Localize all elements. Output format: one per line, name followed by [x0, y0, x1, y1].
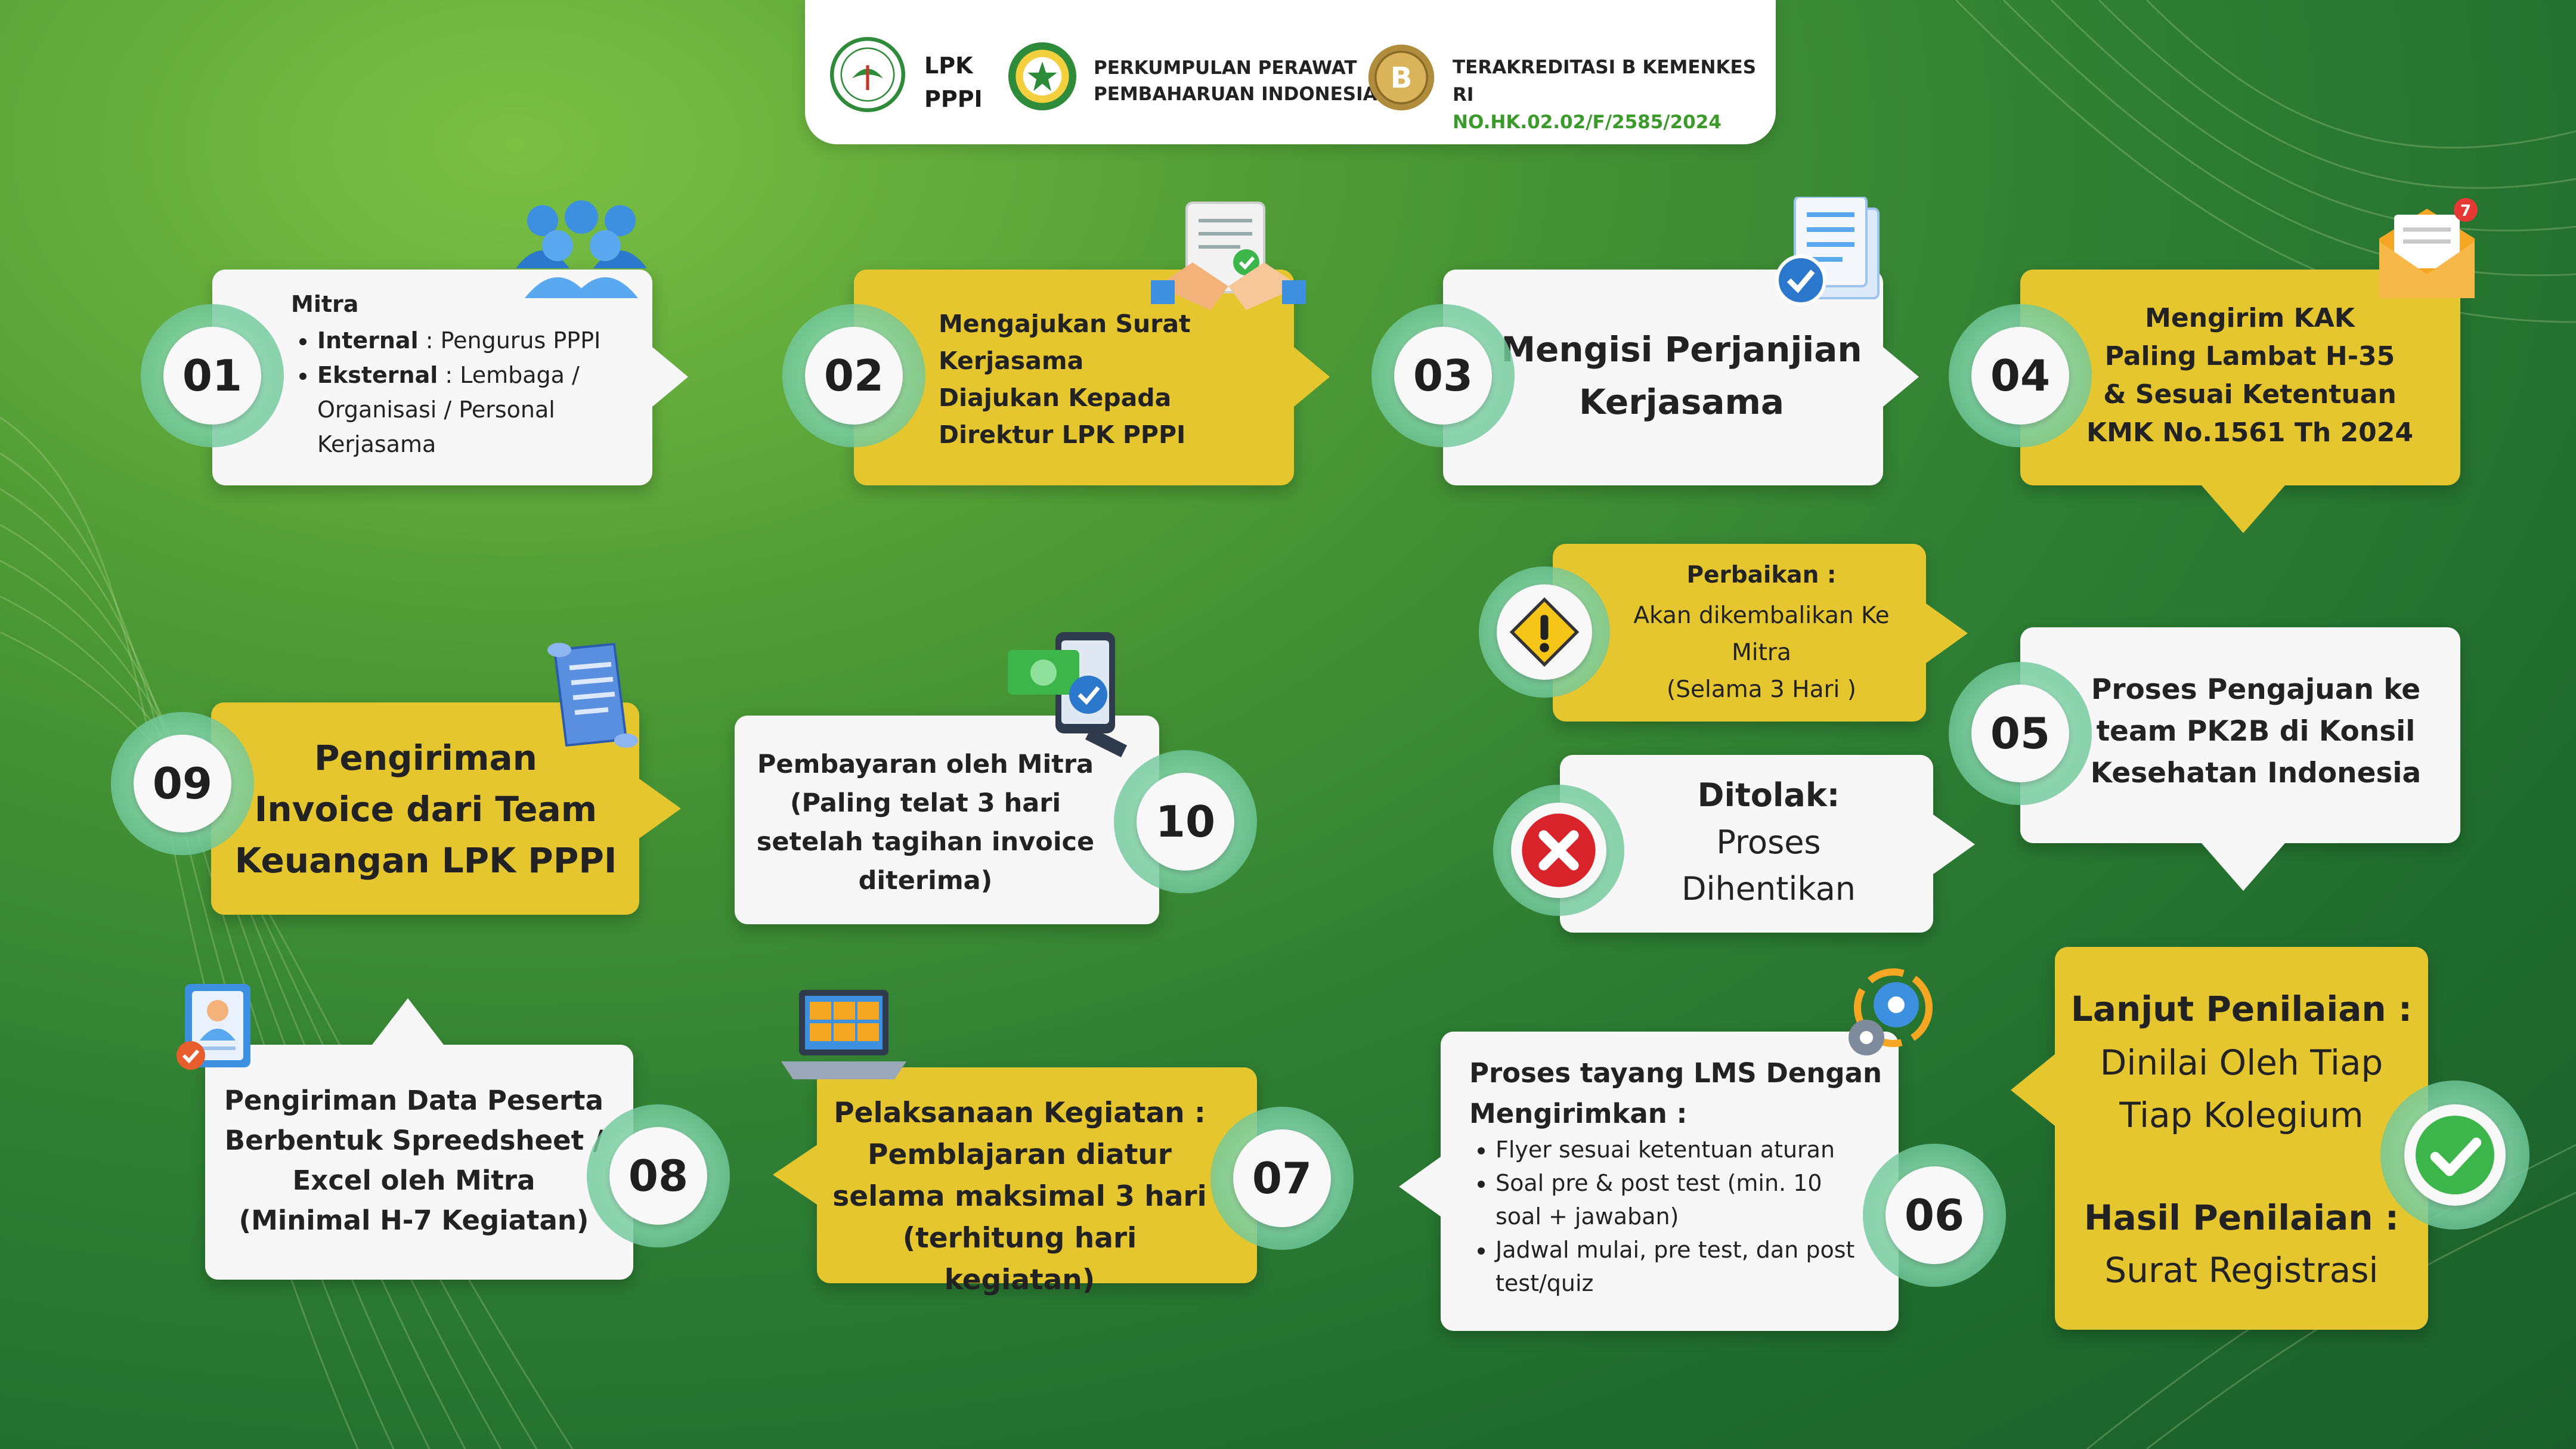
- step-07-card: Pelaksanaan Kegiatan : Pemblajaran diatu…: [773, 1067, 1257, 1296]
- step-10-badge: 10: [1114, 750, 1257, 893]
- step-02-line3: Diajukan Kepada: [939, 383, 1172, 412]
- step-08-line4: (Minimal H-7 Kegiatan): [239, 1205, 589, 1236]
- hasil-title: Hasil Penilaian :: [2084, 1197, 2399, 1238]
- step-01-item-internal: Internal : Pengurus PPPI: [317, 323, 625, 358]
- step-02-card: Mengajukan Surat Kerjasama Diajukan Kepa…: [854, 270, 1330, 485]
- step-06-badge: 06: [1863, 1144, 2006, 1287]
- step-02-badge: 02: [782, 304, 925, 447]
- lanjut-line2: Tiap Kolegium: [2119, 1095, 2364, 1135]
- svg-text:B: B: [1391, 61, 1413, 95]
- step-02-line1: Mengajukan Surat: [939, 309, 1191, 338]
- documents-check-icon: [1775, 197, 1880, 306]
- scroll-invoice-icon: [547, 642, 638, 748]
- step-05-line1: Proses Pengajuan ke: [2091, 673, 2421, 706]
- perbaikan-line2: Mitra: [1732, 639, 1791, 666]
- perbaikan-card: Perbaikan : Akan dikembalikan Ke Mitra (…: [1553, 544, 1968, 722]
- step-09-line3: Keuangan LPK PPPI: [234, 840, 617, 881]
- step-07-line3: selama maksimal 3 hari: [832, 1180, 1207, 1213]
- step-10-line4: diterima): [858, 866, 993, 896]
- step-05-line2: team PK2B di Konsil: [2096, 715, 2416, 748]
- step-03-line1: Mengisi Perjanjian: [1501, 329, 1862, 370]
- step-10-line3: setelah tagihan invoice: [756, 827, 1095, 857]
- step-03-badge: 03: [1371, 304, 1515, 447]
- step-07-line1: Pelaksanaan Kegiatan :: [834, 1097, 1206, 1129]
- step-04-badge: 04: [1949, 304, 2092, 447]
- accreditation-title: TERAKREDITASI B KEMENKES RI: [1453, 57, 1757, 106]
- step-07-badge: 07: [1210, 1107, 1354, 1250]
- step-08-badge: 08: [587, 1104, 730, 1247]
- org1-line1: LPK: [924, 52, 973, 79]
- gears-icon: [1849, 968, 1933, 1055]
- perbaikan-badge: [1479, 566, 1610, 698]
- step-10-card: Pembayaran oleh Mitra (Paling telat 3 ha…: [735, 716, 1159, 924]
- step-08-line2: Berbentuk Spreedsheet /: [224, 1125, 603, 1156]
- step-09-line2: Invoice dari Team: [254, 789, 597, 829]
- step-01-card: Mitra Internal : Pengurus PPPI Eksternal…: [212, 270, 688, 485]
- ppni-logo-icon: [1008, 42, 1077, 111]
- step-06-item-3: Jadwal mulai, pre test, dan post test/qu…: [1496, 1233, 1875, 1300]
- step-05-line3: Kesehatan Indonesia: [2090, 757, 2422, 789]
- step-10-line1: Pembayaran oleh Mitra: [757, 750, 1094, 779]
- step-08-card: Pengiriman Data Peserta Berbentuk Spreed…: [205, 998, 633, 1280]
- reject-x-icon: [1522, 813, 1596, 887]
- step-09-card: Pengiriman Invoice dari Team Keuangan LP…: [211, 702, 681, 915]
- step-08-line3: Excel oleh Mitra: [292, 1165, 535, 1196]
- step-06-item-1: Flyer sesuai ketentuan aturan: [1496, 1133, 1875, 1166]
- step-02-line2: Kerjasama: [939, 346, 1084, 375]
- perbaikan-title: Perbaikan :: [1686, 562, 1837, 589]
- lanjut-penilaian-card: Lanjut Penilaian : Dinilai Oleh Tiap Tia…: [2011, 947, 2428, 1330]
- mail-notification-icon: 7: [2379, 198, 2478, 298]
- lpk-logo-icon: [829, 36, 906, 113]
- step-04-line4: KMK No.1561 Th 2024: [2086, 417, 2413, 448]
- lanjut-line1: Dinilai Oleh Tiap: [2100, 1042, 2383, 1083]
- handshake-document-icon: [1151, 202, 1306, 310]
- step-09-badge: 09: [111, 712, 254, 855]
- step-02-line4: Direktur LPK PPPI: [939, 420, 1186, 449]
- step-10-line2: (Paling telat 3 hari: [789, 788, 1061, 818]
- step-03-card: Mengisi Perjanjian Kerjasama: [1443, 270, 1919, 485]
- header-bar: LPK PPPI PERKUMPULAN PERAWAT PEMBAHARUAN…: [805, 0, 1776, 144]
- id-card-icon: [177, 984, 250, 1070]
- warning-icon: [1509, 597, 1580, 667]
- step-03-line2: Kerjasama: [1578, 382, 1785, 422]
- step-06-item-2: Soal pre & post test (min. 10 soal + jaw…: [1496, 1166, 1875, 1233]
- ditolak-line2: Dihentikan: [1681, 870, 1856, 908]
- step-01-item-eksternal: Eksternal : Lembaga / Organisasi / Perso…: [317, 358, 625, 462]
- step-08-line1: Pengiriman Data Peserta: [224, 1085, 603, 1116]
- step-07-line4: (terhitung hari kegiatan): [902, 1222, 1137, 1296]
- step-05-card: Proses Pengajuan ke team PK2B di Konsil …: [2020, 627, 2460, 891]
- step-07-line2: Pemblajaran diatur: [868, 1138, 1172, 1171]
- lanjut-badge: [2380, 1080, 2529, 1230]
- accreditation-number: NO.HK.02.02/F/2585/2024: [1453, 112, 1722, 133]
- step-01-title: Mitra: [291, 291, 359, 317]
- step-04-card: Mengirim KAK Paling Lambat H-35 & Sesuai…: [2020, 270, 2460, 533]
- people-group-icon: [516, 200, 647, 298]
- step-04-line2: Paling Lambat H-35: [2104, 341, 2395, 371]
- ditolak-title: Ditolak:: [1697, 776, 1840, 814]
- perbaikan-line3: (Selama 3 Hari ): [1667, 676, 1856, 703]
- check-circle-icon: [2416, 1116, 2494, 1194]
- step-05-badge: 05: [1949, 662, 2092, 805]
- step-04-line3: & Sesuai Ketentuan: [2103, 379, 2397, 410]
- step-06-card: Proses tayang LMS Dengan Mengirimkan : F…: [1399, 1032, 1899, 1331]
- accreditation-seal-icon: B: [1368, 44, 1435, 111]
- org1-line2: PPPI: [924, 86, 983, 112]
- step-04-line1: Mengirim KAK: [2145, 303, 2355, 333]
- ditolak-card: Ditolak: Proses Dihentikan: [1560, 755, 1975, 933]
- ditolak-line1: Proses: [1716, 823, 1821, 861]
- step-01-badge: 01: [141, 304, 284, 447]
- org2-line1: PERKUMPULAN PERAWAT: [1094, 57, 1357, 79]
- step-06-title-line2: Mengirimkan :: [1469, 1098, 1688, 1129]
- phone-payment-icon: [1008, 632, 1127, 757]
- perbaikan-line1: Akan dikembalikan Ke: [1633, 602, 1890, 629]
- hasil-line1: Surat Registrasi: [2104, 1250, 2379, 1290]
- org2-line2: PEMBAHARUAN INDONESIA: [1094, 83, 1377, 105]
- laptop-meeting-icon: [781, 990, 906, 1079]
- step-06-title-line1: Proses tayang LMS Dengan: [1469, 1057, 1883, 1089]
- step-09-line1: Pengiriman: [314, 738, 537, 778]
- ditolak-badge: [1493, 785, 1624, 916]
- lanjut-title: Lanjut Penilaian :: [2070, 989, 2413, 1029]
- svg-text:7: 7: [2460, 202, 2471, 220]
